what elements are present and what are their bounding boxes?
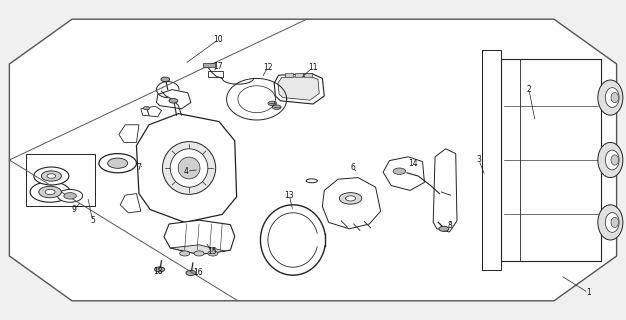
- Polygon shape: [170, 245, 225, 254]
- Circle shape: [30, 182, 70, 202]
- Circle shape: [108, 158, 128, 168]
- Text: 12: 12: [263, 63, 273, 72]
- Text: 13: 13: [284, 191, 294, 200]
- Circle shape: [339, 193, 362, 204]
- Circle shape: [39, 186, 61, 198]
- Bar: [304, 73, 312, 77]
- Bar: [285, 73, 293, 77]
- Polygon shape: [9, 19, 617, 301]
- Circle shape: [439, 226, 449, 231]
- Polygon shape: [136, 114, 237, 222]
- Circle shape: [208, 251, 218, 256]
- Text: 3: 3: [476, 156, 481, 164]
- Ellipse shape: [611, 92, 618, 103]
- Text: 18: 18: [153, 267, 163, 276]
- Polygon shape: [164, 220, 235, 254]
- Ellipse shape: [598, 142, 623, 178]
- Text: 17: 17: [213, 62, 223, 71]
- Circle shape: [41, 171, 61, 181]
- Polygon shape: [501, 59, 601, 261]
- Circle shape: [155, 267, 165, 272]
- Bar: [208, 71, 223, 77]
- Circle shape: [34, 167, 69, 185]
- Circle shape: [268, 101, 277, 106]
- Circle shape: [47, 174, 56, 178]
- Text: 10: 10: [213, 36, 223, 44]
- Ellipse shape: [598, 80, 623, 115]
- Circle shape: [186, 270, 196, 276]
- Circle shape: [272, 105, 281, 109]
- Polygon shape: [322, 178, 381, 229]
- Polygon shape: [278, 76, 319, 100]
- Text: 11: 11: [308, 63, 318, 72]
- Circle shape: [169, 99, 178, 103]
- Text: 7: 7: [136, 164, 141, 172]
- Circle shape: [58, 189, 83, 202]
- Circle shape: [64, 193, 76, 199]
- Circle shape: [161, 77, 170, 82]
- Ellipse shape: [178, 157, 200, 179]
- Text: 9: 9: [71, 205, 76, 214]
- Text: 14: 14: [408, 159, 418, 168]
- Ellipse shape: [598, 205, 623, 240]
- Polygon shape: [120, 194, 141, 213]
- Circle shape: [99, 154, 136, 173]
- Text: 4: 4: [184, 167, 189, 176]
- Text: 1: 1: [586, 288, 591, 297]
- Ellipse shape: [170, 149, 208, 187]
- Ellipse shape: [306, 179, 317, 183]
- Circle shape: [180, 251, 190, 256]
- Ellipse shape: [611, 217, 618, 228]
- Circle shape: [346, 196, 356, 201]
- Polygon shape: [119, 125, 139, 142]
- Ellipse shape: [605, 88, 619, 108]
- Text: 8: 8: [447, 221, 452, 230]
- Text: 6: 6: [350, 164, 355, 172]
- Ellipse shape: [163, 141, 215, 194]
- Polygon shape: [141, 106, 162, 117]
- Ellipse shape: [611, 155, 618, 165]
- Ellipse shape: [605, 212, 619, 232]
- Polygon shape: [274, 74, 324, 104]
- Polygon shape: [156, 90, 191, 109]
- Circle shape: [393, 168, 406, 174]
- Polygon shape: [433, 149, 457, 232]
- Text: 5: 5: [90, 216, 95, 225]
- Text: 2: 2: [526, 85, 531, 94]
- Bar: [203, 63, 215, 67]
- Polygon shape: [383, 157, 424, 190]
- Polygon shape: [482, 50, 501, 270]
- Text: 15: 15: [207, 247, 217, 256]
- Text: 16: 16: [193, 268, 203, 277]
- Bar: [295, 73, 303, 77]
- Ellipse shape: [605, 150, 619, 170]
- Circle shape: [45, 189, 55, 195]
- Circle shape: [194, 251, 204, 256]
- Bar: [26, 154, 95, 206]
- Circle shape: [143, 107, 150, 110]
